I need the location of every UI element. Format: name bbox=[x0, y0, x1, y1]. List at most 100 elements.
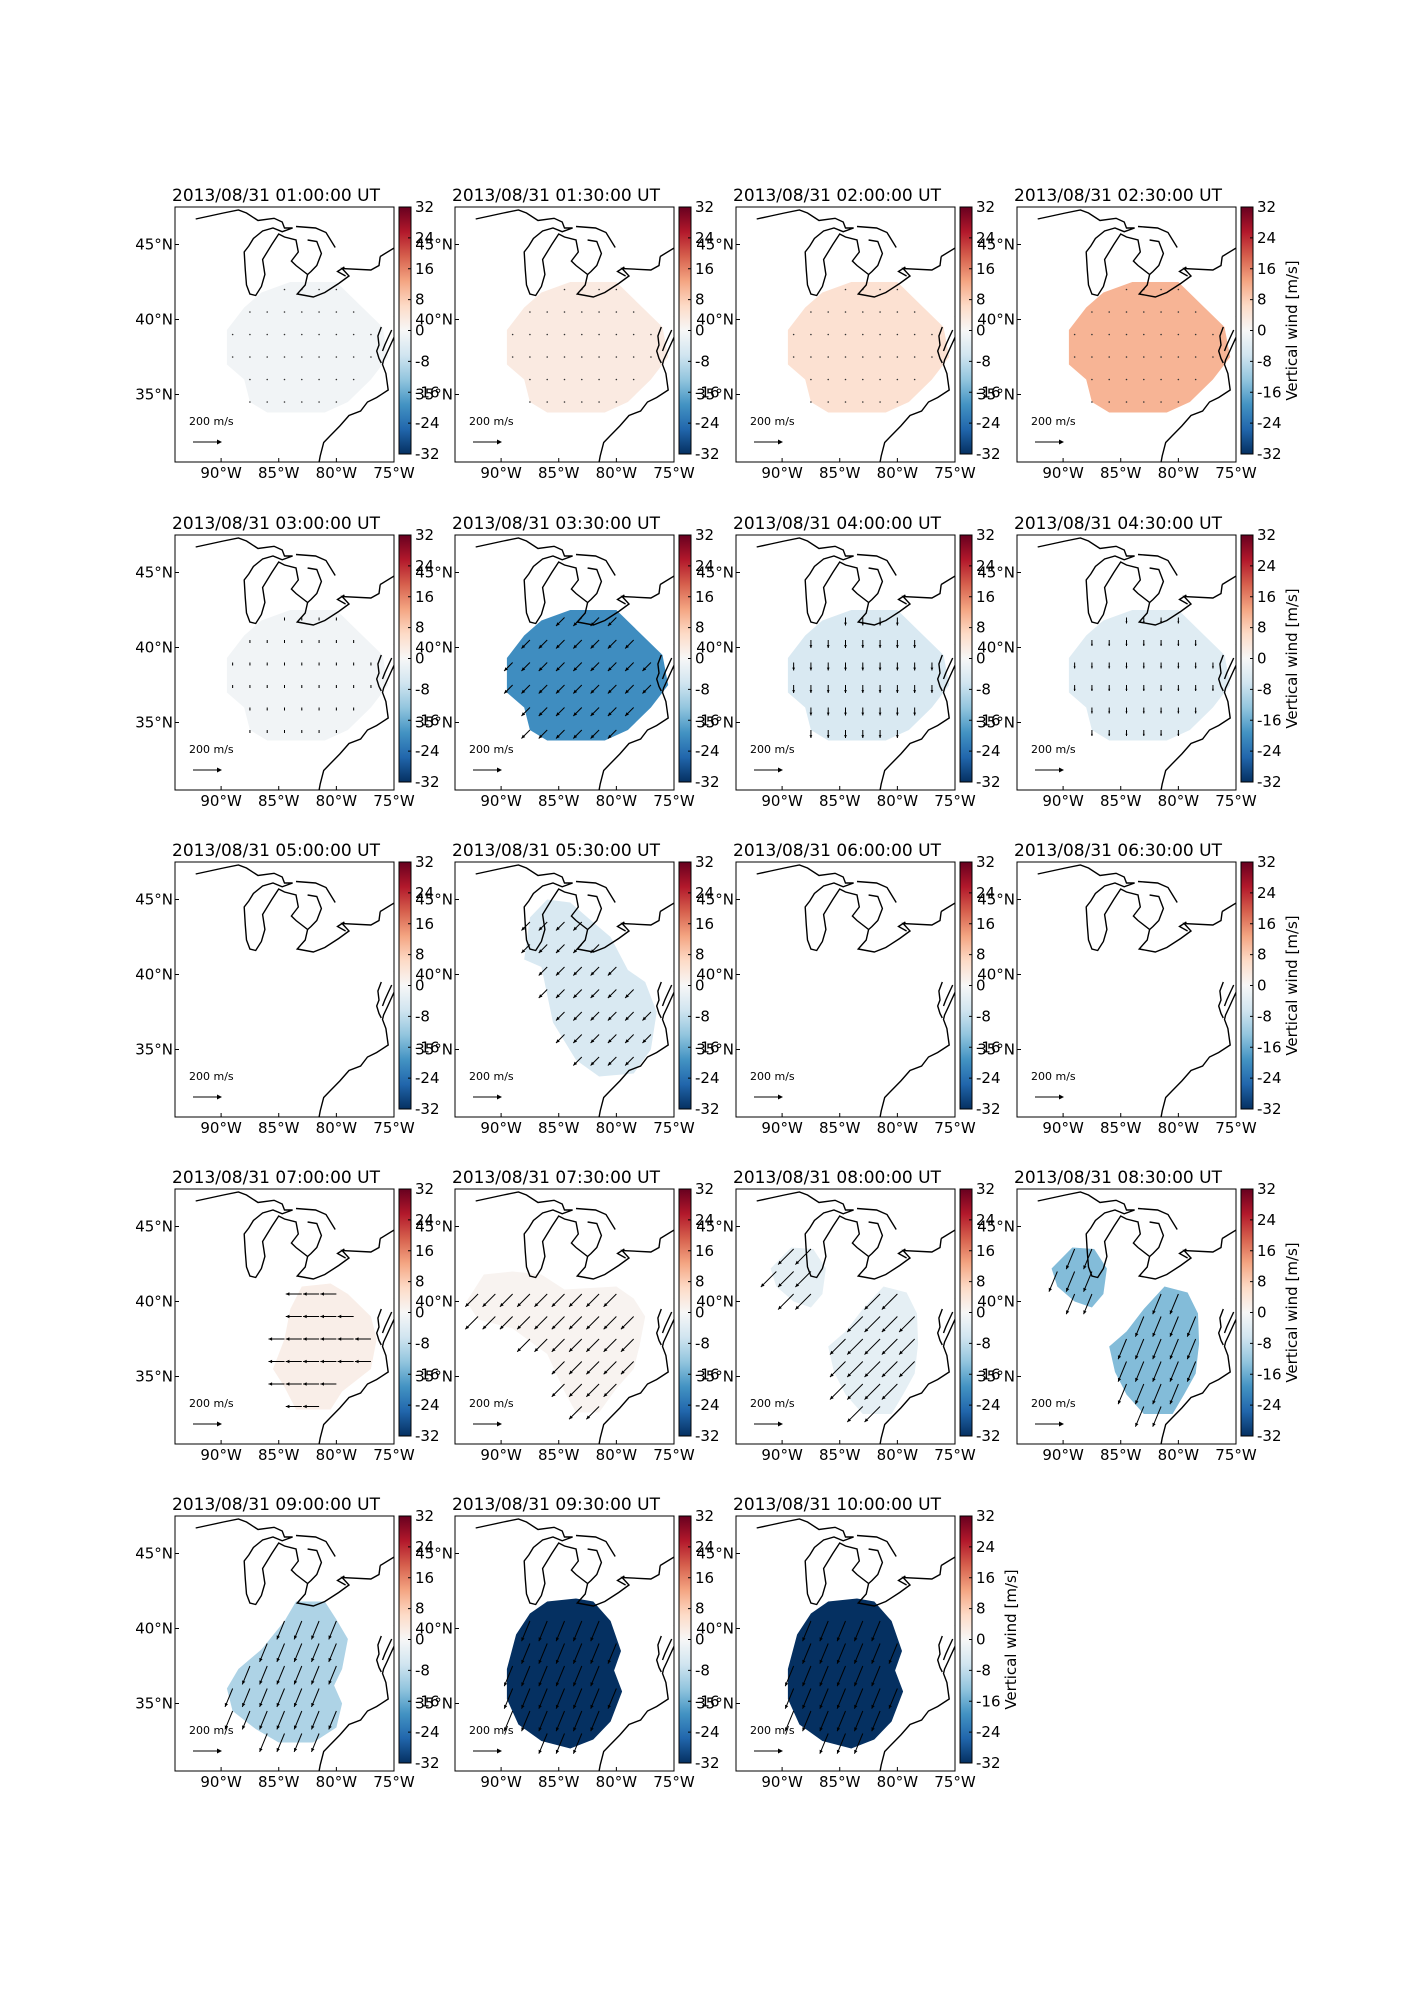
wind-vector-head bbox=[517, 1325, 521, 1330]
wind-vector-head bbox=[607, 712, 612, 716]
colorbar-tick-label: -16 bbox=[976, 1692, 1001, 1710]
coastline bbox=[856, 553, 897, 576]
colorbar-tick-label: -32 bbox=[695, 445, 720, 463]
wind-vector-head bbox=[836, 1682, 841, 1687]
wind-vector-head bbox=[301, 709, 303, 711]
wind-vector-head bbox=[864, 1328, 869, 1333]
coastline bbox=[475, 1518, 661, 1607]
colorbar-tick-label: -32 bbox=[1257, 1100, 1282, 1118]
wind-vector bbox=[1177, 333, 1180, 336]
wind-vector-head bbox=[826, 667, 830, 671]
wind-vector-head bbox=[895, 667, 899, 671]
coastline bbox=[1178, 594, 1188, 605]
wind-vector-head bbox=[871, 1659, 875, 1664]
wind-vector-head bbox=[538, 971, 543, 976]
coastline bbox=[336, 921, 346, 932]
colorbar-tick-label: 0 bbox=[1257, 1304, 1267, 1322]
y-tick-label: 40°N bbox=[415, 311, 453, 329]
wind-vector-head bbox=[1083, 1310, 1087, 1315]
reference-arrow-label: 200 m/s bbox=[189, 1724, 234, 1737]
wind-vector bbox=[590, 1665, 600, 1687]
x-tick-label: 85°W bbox=[1100, 792, 1142, 810]
colorbar-tick-label: -24 bbox=[695, 1396, 720, 1414]
wind-vector-head bbox=[504, 1682, 508, 1687]
map-frame bbox=[454, 206, 675, 463]
wind-vector bbox=[913, 356, 916, 358]
wind-vector bbox=[1108, 311, 1111, 313]
wind-vector bbox=[819, 1643, 829, 1664]
wind-vector-head bbox=[301, 731, 303, 733]
coastline bbox=[756, 1191, 942, 1280]
wind-vector-head bbox=[1169, 1377, 1173, 1382]
wind-vector bbox=[1134, 1406, 1145, 1427]
colorbar-tick-label: -24 bbox=[695, 742, 720, 760]
coastline bbox=[879, 316, 955, 462]
x-tick-label: 80°W bbox=[1158, 1446, 1200, 1464]
wind-vector-head bbox=[1177, 711, 1180, 714]
coastline bbox=[856, 225, 897, 248]
colorbar-tick-label: 8 bbox=[695, 1600, 705, 1618]
wind-vector-head bbox=[1160, 643, 1163, 646]
x-tick-label: 75°W bbox=[1215, 792, 1257, 810]
wind-vector-head bbox=[785, 1704, 789, 1709]
wind-vector-head bbox=[1066, 1310, 1070, 1315]
map-panel: 2013/08/31 04:00:00 UT 200 m/s 90°W 85°W 80°… bbox=[696, 514, 1000, 810]
wind-vector-head bbox=[573, 1682, 577, 1687]
wind-vector-head bbox=[607, 622, 612, 626]
wind-vector-head bbox=[551, 1302, 556, 1307]
map-panel: 2013/08/31 10:00:00 UT 200 m/s 90°W 85°W 80°… bbox=[696, 1495, 1020, 1791]
wind-vector bbox=[283, 333, 286, 336]
wind-vector-head bbox=[864, 1305, 869, 1310]
x-tick-label: 75°W bbox=[373, 1446, 415, 1464]
wind-vector bbox=[896, 333, 899, 336]
coastline bbox=[659, 902, 674, 913]
x-tick-label: 85°W bbox=[258, 1446, 300, 1464]
reference-arrow-head bbox=[497, 439, 502, 445]
wind-vector bbox=[1194, 333, 1197, 336]
map-frame bbox=[454, 534, 675, 791]
coastline bbox=[1178, 266, 1188, 277]
coastline bbox=[1217, 654, 1224, 692]
colorbar-tick-label: 24 bbox=[976, 557, 995, 575]
colorbar-tick-label: -32 bbox=[976, 1754, 1001, 1772]
map-panel: 2013/08/31 08:30:00 UT 200 m/s 90°W 85°W 80°… bbox=[977, 1168, 1301, 1464]
wind-vector-head bbox=[311, 1702, 315, 1707]
wind-vector bbox=[879, 378, 881, 381]
vertical-wind-region bbox=[506, 282, 669, 413]
wind-vector-head bbox=[370, 664, 372, 666]
wind-vector bbox=[1083, 1293, 1093, 1315]
wind-vector-head bbox=[847, 1328, 852, 1333]
wind-vector-head bbox=[320, 1314, 324, 1319]
wind-vector bbox=[913, 333, 916, 336]
wind-vector bbox=[538, 1688, 548, 1709]
y-tick-label: 40°N bbox=[135, 311, 173, 329]
wind-vector-head bbox=[854, 1637, 858, 1642]
wind-vector-head bbox=[569, 1325, 573, 1330]
colorbar-tick-label: 0 bbox=[415, 1304, 425, 1322]
coastline bbox=[942, 329, 954, 352]
coastline bbox=[575, 553, 616, 576]
wind-vector-head bbox=[1125, 688, 1128, 691]
wind-vector-head bbox=[1194, 688, 1197, 691]
wind-vector-head bbox=[573, 994, 578, 998]
x-tick-label: 90°W bbox=[761, 464, 803, 482]
colorbar-tick-label: -24 bbox=[415, 1723, 440, 1741]
wind-vector-head bbox=[844, 622, 847, 626]
wind-vector-head bbox=[521, 1704, 525, 1709]
wind-vector bbox=[1177, 311, 1180, 313]
wind-vector-head bbox=[551, 1347, 556, 1352]
coastline bbox=[1178, 1248, 1188, 1259]
wind-vector bbox=[819, 1620, 829, 1642]
wind-vector-head bbox=[276, 1635, 280, 1640]
wind-vector-head bbox=[1160, 666, 1163, 669]
coastline bbox=[598, 316, 674, 462]
wind-vector bbox=[1186, 1338, 1197, 1360]
wind-vector-head bbox=[785, 1727, 789, 1732]
wind-vector bbox=[1194, 311, 1197, 313]
wind-vector bbox=[546, 356, 549, 358]
wind-vector bbox=[881, 1338, 898, 1355]
wind-vector-head bbox=[620, 1347, 625, 1352]
wind-vector-head bbox=[809, 690, 813, 693]
wind-vector bbox=[283, 401, 286, 403]
